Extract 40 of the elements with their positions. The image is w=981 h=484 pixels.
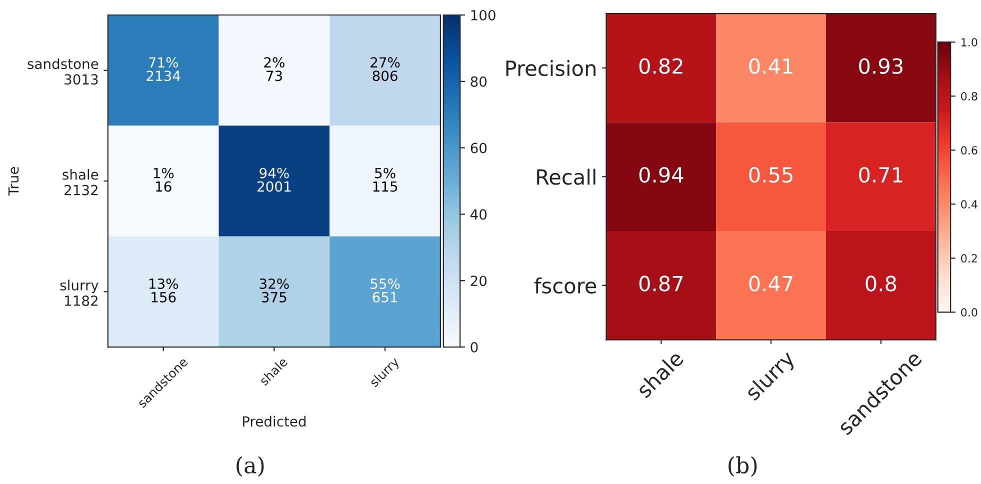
data-label: 0.55 [749,166,792,183]
data-label: 2% 73 [264,57,284,82]
data-label: 0.8 [866,276,896,292]
color-bar-label: 20 [470,276,487,286]
data-label: 94% 2001 [258,168,291,192]
data-label: 27% 806 [370,57,400,82]
data-label: 1% 16 [154,168,174,192]
text: (a) [236,456,264,477]
text: (b) [728,456,757,477]
color-bar-label: 0.0 [961,308,978,317]
color-bar-label: 0.6 [961,146,978,155]
color-bar-label: 0.2 [961,254,977,263]
y-tick-label: slurry 1182 [60,280,98,306]
y-tick-label: Precision [506,60,596,76]
data-label: 0.94 [639,166,684,183]
color-bar-label: 0.4 [961,200,978,209]
data-label: 32% 375 [260,278,289,302]
color-bar-label: 40 [470,209,487,220]
data-label: 0.82 [639,58,682,74]
x-axis-title: Predicted [242,416,306,427]
y-tick-label: shale 2132 [62,169,98,196]
data-label: 0.87 [639,276,683,292]
color-bar-label: 100 [471,10,496,20]
color-bar-label: 1.0 [962,38,978,46]
y-tick-label: sandstone 3013 [28,58,98,85]
data-label: 13% 156 [149,278,178,302]
color-bar-label: 0.8 [961,92,978,100]
data-label: 0.41 [749,58,792,74]
data-label: 5% 115 [373,168,398,192]
y-tick-label: Recall [537,168,596,185]
color-bar-label: 0 [470,342,478,352]
data-label: 0.71 [859,166,902,183]
color-bar-label: 80 [470,76,487,87]
data-label: 71% 2134 [146,57,180,82]
data-label: 0.47 [749,276,792,292]
color-bar-label: 60 [470,142,487,154]
y-axis-title: True [8,167,19,196]
data-label: 55% 651 [370,278,400,302]
y-tick-label: fscore [534,277,596,294]
data-label: 0.93 [859,58,902,74]
